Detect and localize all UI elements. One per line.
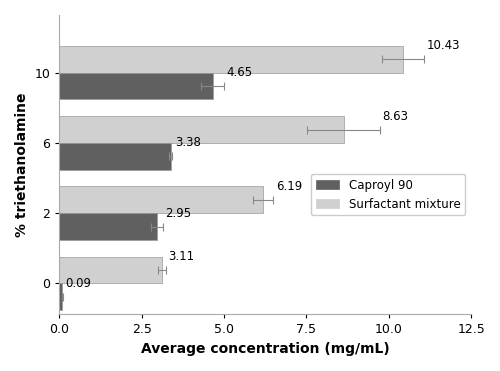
Bar bbox=[60, 116, 344, 143]
Y-axis label: % triethanolamine: % triethanolamine bbox=[15, 92, 29, 237]
Bar bbox=[60, 46, 403, 73]
Bar bbox=[60, 213, 156, 240]
Text: 6.19: 6.19 bbox=[276, 180, 302, 193]
Text: 2.95: 2.95 bbox=[165, 207, 192, 220]
Text: 10.43: 10.43 bbox=[427, 39, 460, 52]
Bar bbox=[60, 283, 62, 310]
Text: 8.63: 8.63 bbox=[382, 110, 408, 123]
Text: 4.65: 4.65 bbox=[227, 66, 253, 79]
Text: 0.09: 0.09 bbox=[66, 277, 92, 290]
Text: 3.38: 3.38 bbox=[175, 137, 201, 150]
Bar bbox=[60, 257, 162, 283]
Legend: Caproyl 90, Surfactant mixture: Caproyl 90, Surfactant mixture bbox=[311, 174, 465, 215]
Bar bbox=[60, 73, 212, 99]
Text: 3.11: 3.11 bbox=[168, 250, 194, 263]
Bar bbox=[60, 143, 171, 170]
Bar bbox=[60, 187, 264, 213]
X-axis label: Average concentration (mg/mL): Average concentration (mg/mL) bbox=[141, 342, 390, 356]
